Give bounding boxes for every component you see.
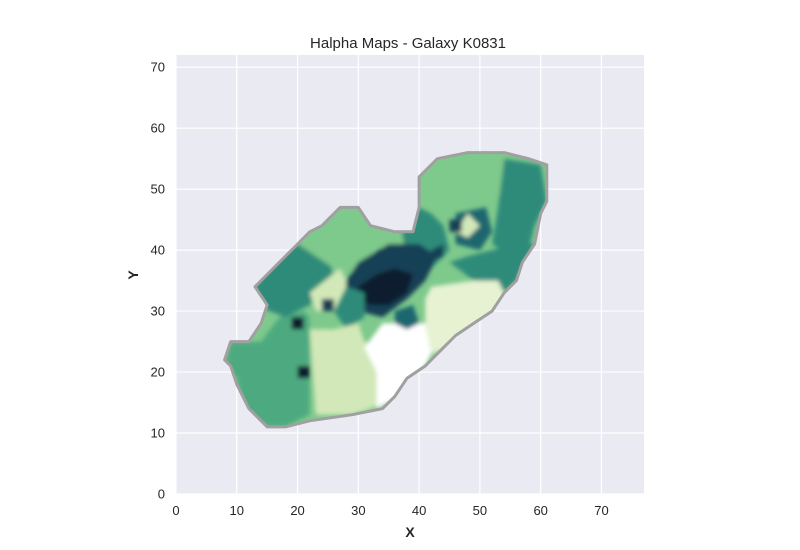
map-region-green bbox=[297, 207, 377, 275]
map-region-white bbox=[364, 323, 432, 409]
map-region-darkest bbox=[297, 366, 310, 379]
y-tick-label: 70 bbox=[151, 60, 165, 75]
y-tick-label: 40 bbox=[151, 243, 165, 258]
x-tick-label: 70 bbox=[594, 503, 608, 518]
y-tick-label: 20 bbox=[151, 365, 165, 380]
map-region-light-green bbox=[334, 323, 365, 342]
y-tick-label: 60 bbox=[151, 121, 165, 136]
map-region-mid-green bbox=[224, 311, 310, 427]
map-region-green bbox=[419, 152, 505, 214]
map-region-darkest bbox=[291, 317, 304, 330]
y-tick-label: 10 bbox=[151, 426, 165, 441]
y-tick-label: 0 bbox=[158, 487, 165, 502]
map-region-dark-teal bbox=[394, 305, 420, 330]
y-tick-label: 30 bbox=[151, 304, 165, 319]
map-region-teal bbox=[334, 286, 365, 330]
map-region-teal bbox=[492, 158, 547, 257]
map-region-teal bbox=[449, 244, 535, 293]
map-region-darkest bbox=[358, 268, 413, 305]
x-tick-label: 30 bbox=[351, 503, 365, 518]
x-tick-label: 60 bbox=[533, 503, 547, 518]
y-axis-label: Y bbox=[125, 270, 141, 280]
x-tick-label: 40 bbox=[412, 503, 426, 518]
map-region-navy bbox=[321, 298, 334, 312]
map-region-navy bbox=[431, 244, 444, 263]
y-tick-labels: 0 10 20 30 40 50 60 70 bbox=[151, 60, 165, 502]
x-axis-label: X bbox=[405, 524, 415, 540]
map-region-navy bbox=[449, 219, 462, 232]
x-tick-labels: 0 10 20 30 40 50 60 70 bbox=[172, 503, 608, 518]
x-tick-label: 50 bbox=[473, 503, 487, 518]
x-tick-label: 10 bbox=[230, 503, 244, 518]
x-tick-label: 20 bbox=[290, 503, 304, 518]
x-tick-label: 0 bbox=[172, 503, 179, 518]
map-region-pale bbox=[425, 280, 511, 354]
y-tick-label: 50 bbox=[151, 182, 165, 197]
galaxy-outline bbox=[223, 151, 549, 429]
chart-title: Halpha Maps - Galaxy K0831 bbox=[310, 35, 506, 52]
